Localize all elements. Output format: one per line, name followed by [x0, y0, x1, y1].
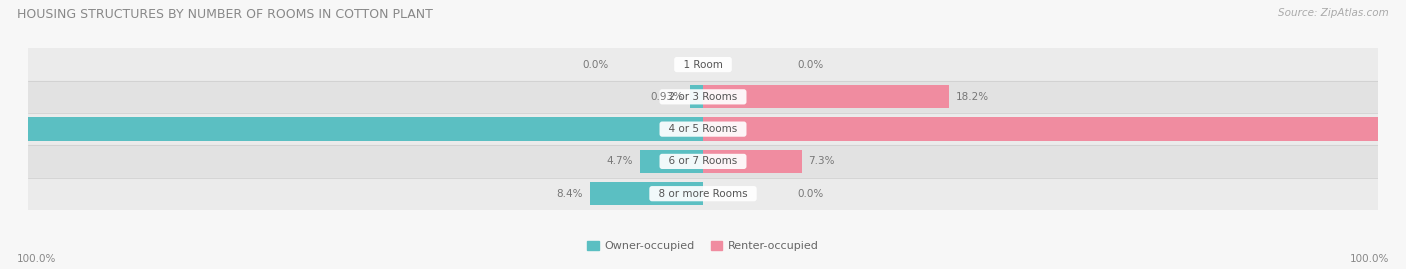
Bar — [703, 150, 801, 173]
Text: Source: ZipAtlas.com: Source: ZipAtlas.com — [1278, 8, 1389, 18]
Bar — [28, 178, 1378, 210]
Text: 0.0%: 0.0% — [797, 189, 824, 199]
Text: 8.4%: 8.4% — [557, 189, 583, 199]
Bar — [703, 118, 1406, 141]
Text: 0.0%: 0.0% — [582, 59, 609, 70]
Bar — [28, 113, 1378, 145]
Bar — [703, 85, 949, 108]
Text: 4.7%: 4.7% — [606, 156, 633, 167]
Bar — [28, 48, 1378, 81]
Text: 100.0%: 100.0% — [17, 254, 56, 264]
Text: HOUSING STRUCTURES BY NUMBER OF ROOMS IN COTTON PLANT: HOUSING STRUCTURES BY NUMBER OF ROOMS IN… — [17, 8, 433, 21]
Legend: Owner-occupied, Renter-occupied: Owner-occupied, Renter-occupied — [583, 237, 823, 256]
Bar — [589, 182, 703, 205]
Bar — [0, 118, 703, 141]
Text: 0.0%: 0.0% — [797, 59, 824, 70]
Text: 100.0%: 100.0% — [1350, 254, 1389, 264]
Bar — [28, 81, 1378, 113]
Text: 8 or more Rooms: 8 or more Rooms — [652, 189, 754, 199]
Text: 2 or 3 Rooms: 2 or 3 Rooms — [662, 92, 744, 102]
Bar — [28, 145, 1378, 178]
Text: 1 Room: 1 Room — [676, 59, 730, 70]
Text: 0.93%: 0.93% — [651, 92, 683, 102]
Text: 6 or 7 Rooms: 6 or 7 Rooms — [662, 156, 744, 167]
Bar — [690, 85, 703, 108]
Bar — [640, 150, 703, 173]
Text: 18.2%: 18.2% — [956, 92, 988, 102]
Text: 7.3%: 7.3% — [808, 156, 835, 167]
Text: 4 or 5 Rooms: 4 or 5 Rooms — [662, 124, 744, 134]
